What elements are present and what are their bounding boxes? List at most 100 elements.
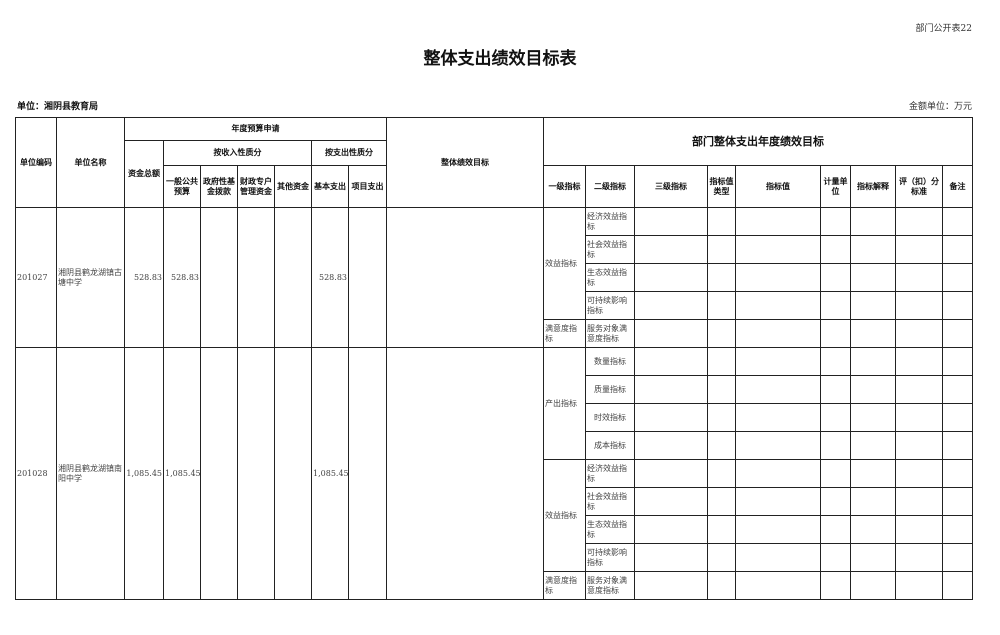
explain-cell (850, 403, 897, 432)
explain-cell (850, 487, 897, 516)
table-row: 社会效益指标 (16, 235, 974, 264)
total-cell: 528.83 (124, 207, 164, 348)
header-budget-group: 年度预算申请 (123, 117, 388, 141)
header-gov-fund: 政府性基金拨款 (200, 165, 238, 208)
explain-cell (850, 207, 897, 236)
remark-cell (942, 515, 974, 544)
value-cell (735, 235, 822, 264)
score-cell (895, 543, 944, 572)
value-type-cell (707, 487, 737, 516)
remark-cell (942, 543, 974, 572)
value-type-cell (707, 459, 737, 488)
remark-cell (942, 459, 974, 488)
header-general: 一般公共预算 (163, 165, 201, 208)
value-cell (735, 487, 822, 516)
level1-indicator-cell: 满意度指标 (543, 571, 587, 600)
level3-cell (634, 319, 709, 348)
value-cell (735, 459, 822, 488)
remark-cell (942, 375, 974, 404)
score-cell (895, 235, 944, 264)
special-cell (237, 207, 275, 348)
value-type-cell (707, 543, 737, 572)
gov-fund-cell (200, 347, 238, 600)
value-type-cell (707, 375, 737, 404)
value-cell (735, 431, 822, 460)
special-cell (237, 347, 275, 600)
measure-unit-cell (820, 375, 852, 404)
level3-cell (634, 515, 709, 544)
value-cell (735, 207, 822, 236)
table-row: 生态效益指标 (16, 263, 974, 292)
value-cell (735, 543, 822, 572)
level3-cell (634, 375, 709, 404)
header-special: 财政专户管理资金 (237, 165, 275, 208)
measure-unit-cell (820, 571, 852, 600)
header-project: 项目支出 (347, 165, 388, 208)
table-row: 可持续影响指标 (16, 291, 974, 320)
level2-indicator-cell: 时效指标 (585, 403, 636, 432)
value-type-cell (707, 403, 737, 432)
header-measure-unit: 计量单位 (820, 165, 852, 208)
measure-unit-cell (820, 235, 852, 264)
value-cell (735, 347, 822, 376)
value-cell (735, 375, 822, 404)
level3-cell (634, 347, 709, 376)
table-row: 满意度指标 服务对象满意度指标 (16, 571, 974, 600)
header-value-type: 指标值类型 (707, 165, 737, 208)
level3-cell (634, 291, 709, 320)
general-cell: 528.83 (163, 207, 201, 348)
level2-indicator-cell: 服务对象满意度指标 (585, 571, 636, 600)
project-cell (347, 207, 388, 348)
header-by-expense: 按支出性质分 (310, 140, 388, 166)
measure-unit-cell (820, 459, 852, 488)
level2-indicator-cell: 服务对象满意度指标 (585, 319, 636, 348)
explain-cell (850, 347, 897, 376)
explain-cell (850, 571, 897, 600)
score-cell (895, 291, 944, 320)
remark-cell (942, 431, 974, 460)
value-type-cell (707, 319, 737, 348)
unit-name-cell: 湘阴县鹤龙湖镇古塘中学 (56, 207, 125, 348)
table-row: 201028 湘阴县鹤龙湖镇南阳中学 1,085.45 1,085.45 1,085.4… (15, 347, 974, 600)
value-cell (735, 515, 822, 544)
score-cell (895, 487, 944, 516)
value-type-cell (707, 515, 737, 544)
table-row: 社会效益指标 (16, 487, 974, 516)
header-level2: 二级指标 (585, 165, 636, 208)
table-row: 201027 湘阴县鹤龙湖镇古塘中学 528.83 528.83 528.83 效益指标经… (15, 207, 974, 348)
header-score: 评（扣）分标准 (895, 165, 944, 208)
remark-cell (942, 291, 974, 320)
level3-cell (634, 543, 709, 572)
value-type-cell (707, 207, 737, 236)
form-number: 部门公开表22 (915, 24, 972, 34)
table-body: 201027 湘阴县鹤龙湖镇古塘中学 528.83 528.83 528.83 效益指标经… (15, 207, 974, 600)
explain-cell (850, 319, 897, 348)
level2-indicator-cell: 数量指标 (585, 347, 636, 376)
explain-cell (850, 543, 897, 572)
measure-unit-cell (820, 487, 852, 516)
level3-cell (634, 235, 709, 264)
level2-indicator-cell: 生态效益指标 (585, 263, 636, 292)
header-value: 指标值 (735, 165, 822, 208)
unit-code-cell: 201028 (15, 347, 57, 600)
level1-indicator-cell: 效益指标 (543, 459, 587, 572)
unit-name-cell: 湘阴县鹤龙湖镇南阳中学 (56, 347, 125, 600)
value-type-cell (707, 263, 737, 292)
header-explain: 指标解释 (850, 165, 897, 208)
project-cell (347, 347, 388, 600)
measure-unit-cell (820, 263, 852, 292)
explain-cell (850, 375, 897, 404)
value-cell (735, 403, 822, 432)
general-cell: 1,085.45 (163, 347, 201, 600)
performance-table: 单位编码 单位名称 年度预算申请 整体绩效目标 部门整体支出年度绩效目标 资金总… (15, 117, 974, 600)
header-level1: 一级指标 (543, 165, 587, 208)
score-cell (895, 571, 944, 600)
measure-unit-cell (820, 431, 852, 460)
total-cell: 1,085.45 (124, 347, 164, 600)
value-cell (735, 291, 822, 320)
measure-unit-cell (820, 403, 852, 432)
table-row: 时效指标 (16, 403, 974, 432)
level2-indicator-cell: 成本指标 (585, 431, 636, 460)
level3-cell (634, 459, 709, 488)
score-cell (895, 263, 944, 292)
